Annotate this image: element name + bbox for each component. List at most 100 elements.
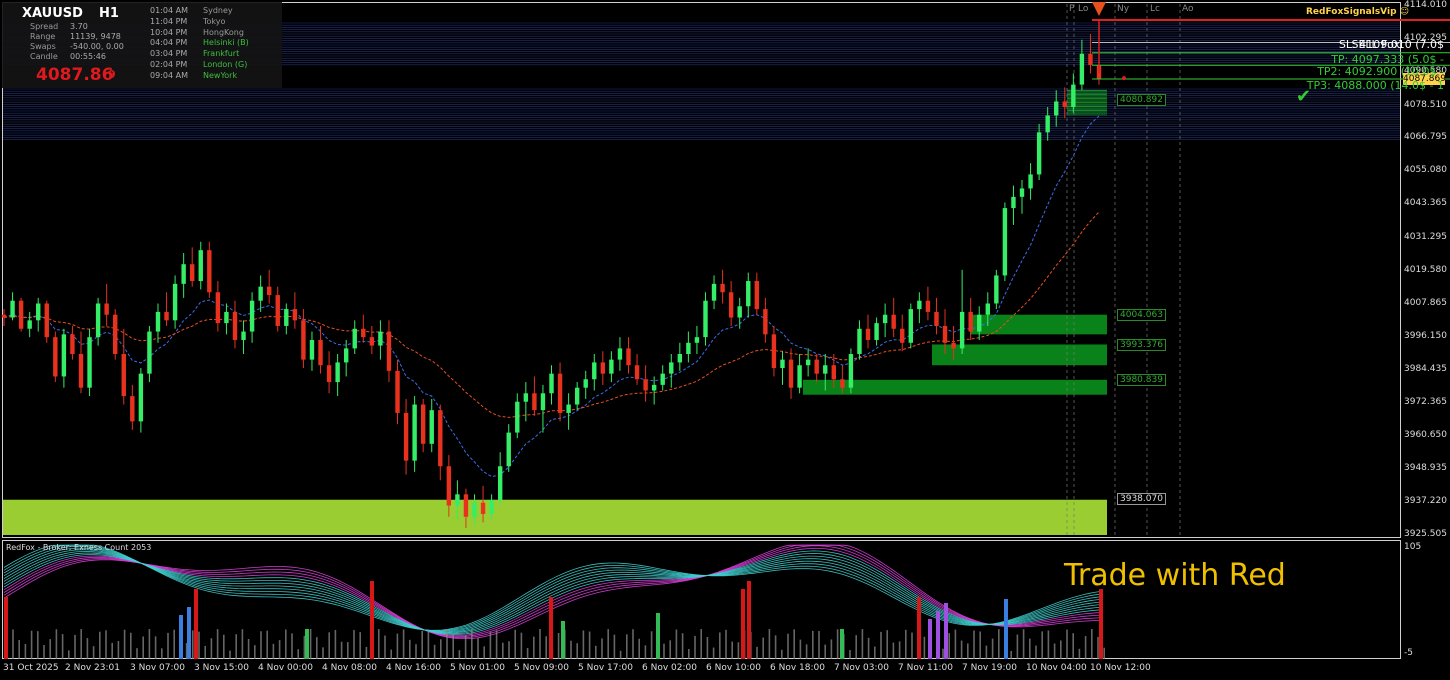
bullish-candle[interactable]	[147, 331, 152, 374]
bearish-candle[interactable]	[634, 365, 640, 380]
bullish-candle[interactable]	[472, 502, 477, 517]
bearish-candle[interactable]	[361, 328, 366, 338]
bullish-candle[interactable]	[249, 300, 255, 332]
bullish-candle[interactable]	[27, 320, 32, 329]
bullish-candle[interactable]	[87, 337, 92, 388]
bullish-candle[interactable]	[686, 342, 691, 355]
bullish-candle[interactable]	[677, 354, 683, 363]
bearish-candle[interactable]	[968, 311, 973, 332]
bullish-candle[interactable]	[523, 393, 529, 402]
bearish-candle[interactable]	[763, 309, 768, 335]
bearish-candle[interactable]	[840, 379, 845, 388]
bearish-candle[interactable]	[626, 348, 631, 366]
bullish-candle[interactable]	[95, 303, 101, 338]
bullish-candle[interactable]	[583, 379, 588, 388]
bearish-candle[interactable]	[190, 264, 195, 282]
bearish-candle[interactable]	[326, 365, 332, 383]
bullish-candle[interactable]	[549, 373, 554, 394]
bearish-candle[interactable]	[53, 337, 58, 377]
bearish-candle[interactable]	[532, 393, 537, 411]
bullish-candle[interactable]	[1045, 115, 1050, 133]
bullish-candle[interactable]	[335, 362, 340, 383]
bullish-candle[interactable]	[36, 303, 41, 321]
bullish-candle[interactable]	[429, 410, 434, 444]
bullish-candle[interactable]	[566, 404, 571, 413]
bearish-candle[interactable]	[951, 342, 956, 349]
bearish-candle[interactable]	[44, 303, 49, 338]
bearish-candle[interactable]	[104, 303, 109, 315]
bullish-candle[interactable]	[746, 281, 751, 307]
bullish-candle[interactable]	[155, 311, 161, 332]
bullish-candle[interactable]	[994, 275, 999, 304]
bearish-candle[interactable]	[1088, 53, 1093, 65]
bullish-candle[interactable]	[823, 365, 828, 374]
bullish-candle[interactable]	[172, 283, 178, 321]
bearish-candle[interactable]	[369, 337, 375, 346]
demand-zone[interactable]	[803, 379, 1107, 395]
bearish-candle[interactable]	[113, 314, 118, 355]
bearish-candle[interactable]	[266, 286, 272, 296]
bearish-candle[interactable]	[446, 466, 452, 506]
bearish-candle[interactable]	[480, 502, 486, 514]
bullish-candle[interactable]	[711, 283, 717, 301]
bullish-candle[interactable]	[797, 365, 802, 388]
bearish-candle[interactable]	[463, 494, 469, 517]
bullish-candle[interactable]	[805, 359, 811, 366]
bullish-candle[interactable]	[241, 331, 246, 340]
bullish-candle[interactable]	[651, 384, 657, 391]
bearish-candle[interactable]	[865, 328, 871, 340]
bearish-candle[interactable]	[720, 283, 725, 293]
bearish-candle[interactable]	[420, 404, 426, 444]
bearish-candle[interactable]	[78, 354, 84, 388]
bullish-candle[interactable]	[609, 359, 614, 374]
bearish-candle[interactable]	[814, 359, 819, 374]
bullish-candle[interactable]	[669, 362, 674, 374]
bullish-candle[interactable]	[258, 286, 263, 301]
price-axis[interactable]: 4114.010 4102.295 4090.580 4078.510 4066.795…	[1401, 0, 1450, 680]
bearish-candle[interactable]	[121, 354, 126, 397]
bearish-candle[interactable]	[18, 300, 24, 329]
bearish-candle[interactable]	[728, 292, 734, 318]
bearish-candle[interactable]	[232, 311, 238, 340]
bearish-candle[interactable]	[292, 309, 298, 321]
bullish-candle[interactable]	[506, 432, 511, 467]
demand-zone[interactable]	[932, 344, 1107, 366]
bearish-candle[interactable]	[788, 359, 794, 388]
bullish-candle[interactable]	[10, 300, 15, 318]
bullish-candle[interactable]	[309, 339, 315, 360]
bearish-candle[interactable]	[395, 370, 400, 413]
bullish-candle[interactable]	[592, 362, 597, 380]
bearish-candle[interactable]	[70, 334, 75, 355]
bullish-candle[interactable]	[1054, 101, 1059, 116]
bullish-candle[interactable]	[694, 337, 700, 343]
bearish-candle[interactable]	[934, 311, 939, 326]
bearish-candle[interactable]	[1062, 101, 1067, 108]
bullish-candle[interactable]	[737, 306, 742, 318]
bearish-candle[interactable]	[215, 292, 221, 324]
bearish-candle[interactable]	[900, 328, 905, 343]
bearish-candle[interactable]	[403, 412, 409, 461]
bullish-candle[interactable]	[1036, 132, 1042, 175]
bullish-candle[interactable]	[489, 499, 494, 514]
bullish-candle[interactable]	[874, 323, 879, 340]
demand-zone[interactable]	[3, 499, 1107, 535]
bearish-candle[interactable]	[207, 250, 212, 293]
bearish-candle[interactable]	[438, 410, 443, 467]
bullish-candle[interactable]	[1019, 188, 1025, 197]
bullish-candle[interactable]	[959, 311, 965, 349]
bearish-candle[interactable]	[771, 334, 777, 369]
bullish-candle[interactable]	[1011, 196, 1016, 209]
bullish-candle[interactable]	[61, 334, 67, 377]
bullish-candle[interactable]	[977, 314, 982, 332]
bullish-candle[interactable]	[138, 373, 144, 422]
bullish-candle[interactable]	[198, 250, 203, 282]
bearish-candle[interactable]	[130, 396, 135, 422]
bullish-candle[interactable]	[574, 387, 580, 405]
bullish-candle[interactable]	[352, 328, 357, 349]
bearish-candle[interactable]	[386, 331, 392, 371]
bullish-candle[interactable]	[882, 314, 888, 324]
bearish-candle[interactable]	[643, 379, 648, 391]
bearish-candle[interactable]	[301, 320, 306, 360]
bearish-candle[interactable]	[318, 339, 323, 366]
bearish-candle[interactable]	[164, 311, 169, 321]
